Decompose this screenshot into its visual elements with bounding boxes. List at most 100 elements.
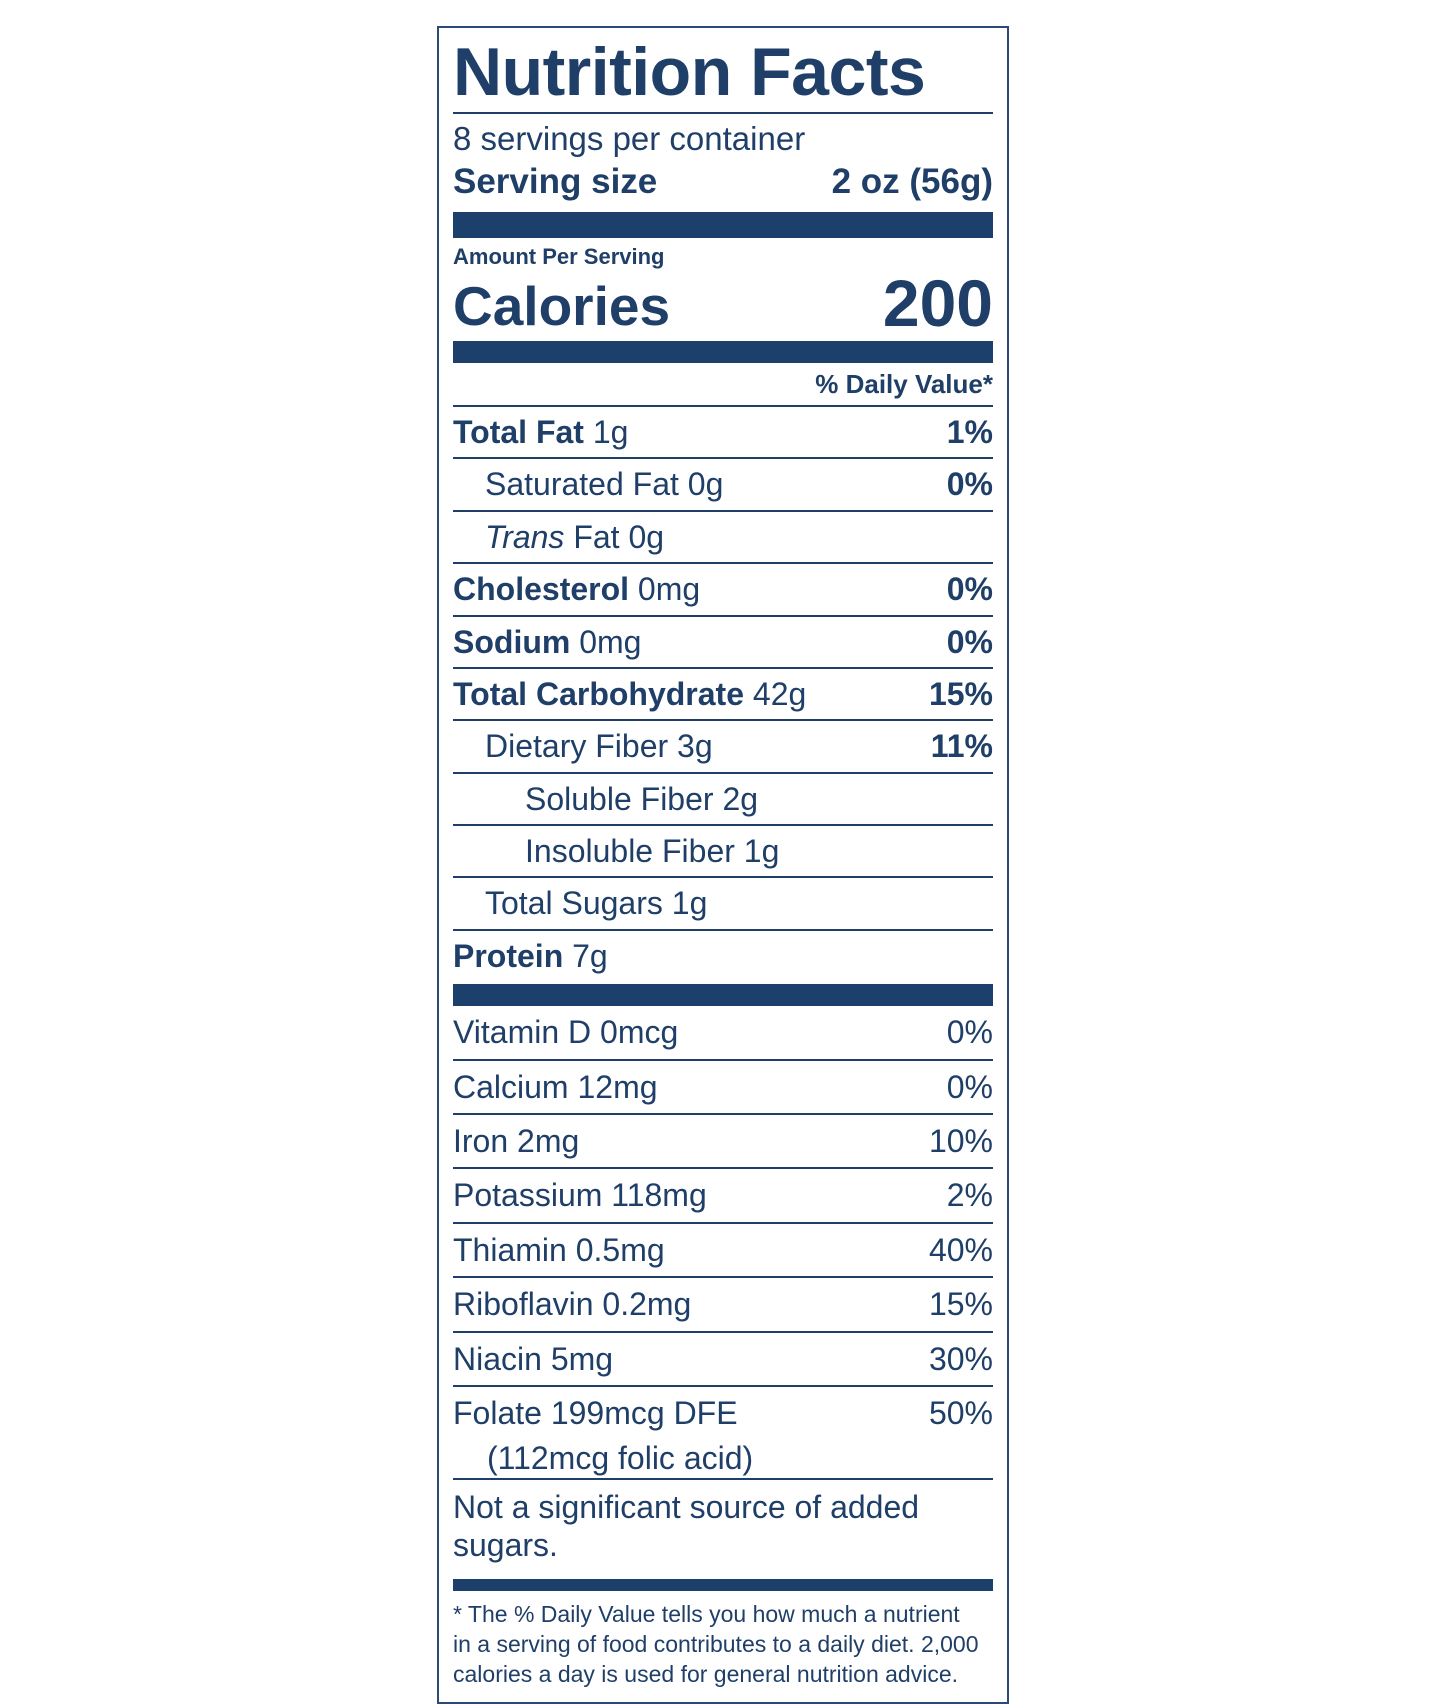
footnote-line: * The % Daily Value tells you how much a…	[453, 1600, 960, 1627]
calories-row: Calories 200	[453, 270, 993, 338]
footnote-line: calories a day is used for general nutri…	[453, 1661, 959, 1688]
daily-value-header: % Daily Value*	[815, 368, 993, 399]
nutrient-daily-value: 0%	[946, 623, 993, 660]
vitamin-row: Riboflavin 0.2mg 15%	[453, 1278, 993, 1330]
nutrient-daily-value: 0%	[946, 571, 993, 608]
nutrient-row: Total Fat 1g 1%	[453, 407, 993, 457]
divider-nutrient	[453, 876, 993, 879]
nutrient-amount: 2g	[713, 780, 759, 817]
nutrient-amount: 0g	[678, 466, 724, 503]
divider-nutrient	[453, 404, 993, 407]
serving-size-label: Serving size	[453, 161, 658, 201]
vitamin-daily-value: 50%	[928, 1394, 993, 1431]
vitamin-name: Folate 199mcg DFE	[453, 1394, 738, 1431]
vitamin-name: Niacin 5mg	[453, 1340, 614, 1377]
divider-vitamin	[453, 1113, 993, 1116]
divider-vitamin	[453, 1384, 993, 1387]
amount-per-serving-label: Amount Per Serving	[453, 243, 665, 269]
divider-vitamin	[453, 1330, 993, 1333]
nutrient-name: Total Carbohydrate 42g	[453, 675, 807, 712]
nutrient-amount: 7g	[563, 937, 608, 974]
divider-nutrient	[453, 614, 993, 617]
nutrient-name: Total Sugars 1g	[485, 885, 708, 922]
nutrient-name: Cholesterol 0mg	[453, 571, 701, 608]
vitamin-daily-value: 30%	[928, 1340, 993, 1377]
divider-nutrient	[453, 562, 993, 565]
nutrient-name: Dietary Fiber 3g	[485, 728, 713, 765]
not-significant-source-text: Not a significant source of added sugars…	[453, 1488, 920, 1564]
vitamin-daily-value: 10%	[928, 1123, 993, 1160]
divider-vitamin	[453, 1221, 993, 1224]
nutrient-amount: 0mg	[570, 623, 642, 660]
nutrition-facts-label: Nutrition Facts 8 servings per container…	[437, 26, 1009, 1704]
vitamin-row: Potassium 118mg 2%	[453, 1169, 993, 1221]
page-title: Nutrition Facts	[453, 34, 926, 110]
nutrient-row: Sodium 0mg 0%	[453, 617, 993, 667]
nutrient-amount: 1g	[734, 833, 780, 870]
vitamin-row: Thiamin 0.5mg 40%	[453, 1224, 993, 1276]
serving-size-row: Serving size 2 oz (56g)	[453, 161, 993, 208]
nutrient-daily-value: 15%	[928, 675, 993, 712]
nutrient-name: Total Fat 1g	[453, 413, 629, 450]
divider-vitamin	[453, 1167, 993, 1170]
nutrient-name: Soluble Fiber 2g	[525, 780, 759, 817]
nutrient-name: Protein 7g	[453, 937, 608, 974]
vitamin-row: Folate 199mcg DFE 50%	[453, 1387, 993, 1439]
vitamin-row: Calcium 12mg 0%	[453, 1061, 993, 1113]
nutrient-name: Trans Fat 0g	[485, 518, 665, 555]
nutrient-amount: 0mg	[629, 571, 701, 608]
divider-bar-calories	[453, 211, 993, 238]
nutrient-row: Total Carbohydrate 42g 15%	[453, 669, 993, 719]
divider-nutrient	[453, 719, 993, 722]
vitamin-daily-value: 40%	[928, 1231, 993, 1268]
vitamin-row: Vitamin D 0mcg 0%	[453, 1006, 993, 1058]
nutrient-name: Saturated Fat 0g	[485, 466, 724, 503]
nutrient-row: Cholesterol 0mg 0%	[453, 564, 993, 614]
divider-nutrient	[453, 824, 993, 827]
nutrient-daily-value: 11%	[930, 728, 993, 765]
nutrient-amount: 42g	[744, 675, 807, 712]
vitamin-list: Vitamin D 0mcg 0% Calcium 12mg 0% Iron 2mg 10…	[453, 1006, 993, 1478]
divider-nutrient	[453, 509, 993, 512]
divider-bar-footnote	[453, 1578, 993, 1591]
nutrient-amount: 1g	[583, 413, 629, 450]
vitamin-name: Riboflavin 0.2mg	[453, 1286, 692, 1323]
footnote-line: in a serving of food contributes to a da…	[453, 1630, 979, 1657]
nutrient-row: Dietary Fiber 3g 11%	[453, 721, 993, 771]
divider-vitamin	[453, 1276, 993, 1279]
nutrient-row: Soluble Fiber 2g	[453, 774, 993, 824]
divider-nutrient	[453, 666, 993, 669]
divider-bar-dv	[453, 340, 993, 363]
vitamin-row: Niacin 5mg 30%	[453, 1333, 993, 1385]
vitamin-name: Iron 2mg	[453, 1123, 580, 1160]
divider-nutrient	[453, 771, 993, 774]
divider-vitamin	[453, 1058, 993, 1061]
nutrient-row: Insoluble Fiber 1g	[453, 826, 993, 876]
vitamin-name: Calcium 12mg	[453, 1068, 658, 1105]
nutrient-row: Saturated Fat 0g 0%	[453, 459, 993, 509]
nutrient-amount: Fat 0g	[564, 518, 665, 555]
calories-value: 200	[882, 265, 993, 340]
nutrient-amount: 1g	[662, 885, 708, 922]
divider-nutrient	[453, 928, 993, 931]
nutrient-list: Total Fat 1g 1% Saturated Fat 0g 0% Trans Fa…	[453, 404, 993, 981]
servings-per-container: 8 servings per container	[453, 120, 806, 157]
divider-title	[453, 112, 993, 114]
vitamin-name: Thiamin 0.5mg	[453, 1231, 665, 1268]
nutrient-row: Trans Fat 0g	[453, 512, 993, 562]
nutrient-daily-value: 0%	[946, 466, 993, 503]
nutrient-row: Total Sugars 1g	[453, 878, 993, 928]
vitamin-daily-value: 2%	[946, 1177, 993, 1214]
nutrient-daily-value: 1%	[946, 413, 993, 450]
nutrient-name: Insoluble Fiber 1g	[525, 833, 780, 870]
vitamin-row: Iron 2mg 10%	[453, 1115, 993, 1167]
vitamin-subline: (112mcg folic acid)	[487, 1440, 754, 1477]
calories-label: Calories	[453, 275, 671, 338]
daily-value-footnote: * The % Daily Value tells you how much a…	[453, 1591, 993, 1702]
nutrient-row: Protein 7g	[453, 931, 993, 981]
nutrient-amount: 3g	[668, 728, 713, 765]
divider-bar-vitamins	[453, 984, 993, 1007]
vitamin-daily-value: 0%	[946, 1014, 993, 1051]
vitamin-name: Potassium 118mg	[453, 1177, 707, 1214]
vitamin-daily-value: 0%	[946, 1068, 993, 1105]
